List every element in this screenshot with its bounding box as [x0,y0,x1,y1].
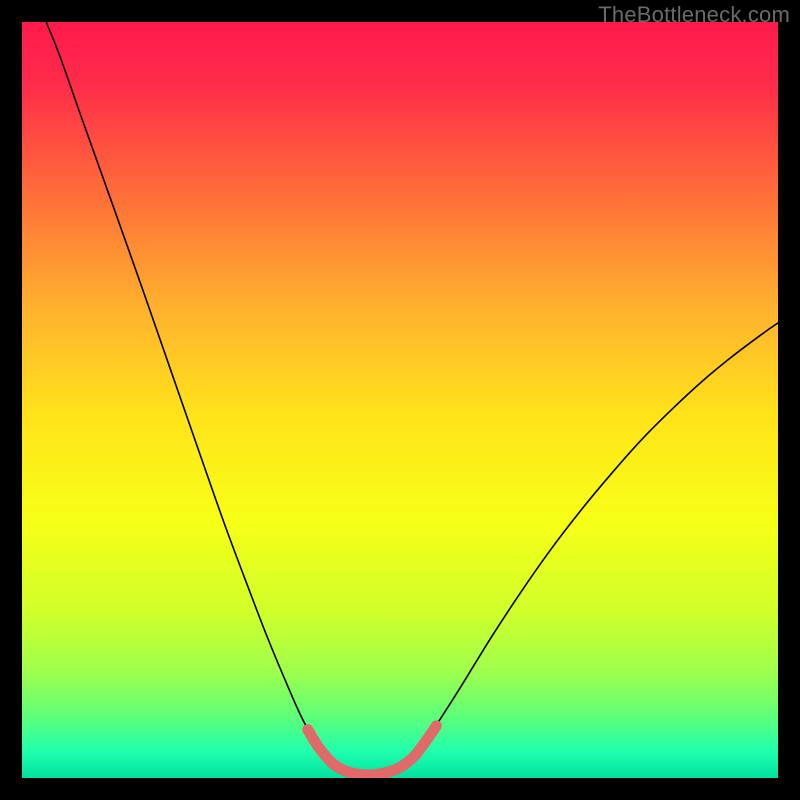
chart-background [22,22,778,778]
watermark-text: TheBottleneck.com [598,2,790,28]
chart-svg [22,22,778,778]
plot-area [22,22,778,778]
outer-frame: TheBottleneck.com [0,0,800,800]
